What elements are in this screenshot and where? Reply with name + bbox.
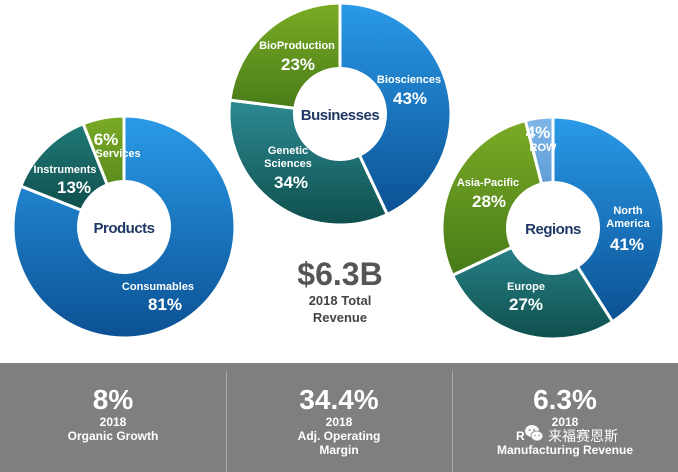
label-genetic-value: 34% xyxy=(274,173,308,192)
kpi-value: 8% xyxy=(92,384,134,415)
label-asia-pacific-name: Asia-Pacific xyxy=(457,177,519,189)
products-donut: Products Consumables 81% Instruments 13%… xyxy=(11,114,237,340)
donut-hole xyxy=(77,180,171,274)
label-north-america-name: North America xyxy=(606,205,650,230)
kpi-label-2: Manufacturing Revenue xyxy=(496,443,634,457)
total-revenue-label-2: Revenue xyxy=(312,310,368,325)
donut-title: Regions xyxy=(525,221,581,238)
kpi-year: 2018 xyxy=(99,415,127,429)
kpi-band: 8% 2018 Organic Growth 34.4% 2018 Adj. O… xyxy=(0,363,678,472)
kpi-value: 34.4% xyxy=(299,384,379,415)
label-bioproduction-value: 23% xyxy=(281,55,315,74)
slice-biosciences xyxy=(338,1,453,217)
donut-charts: Products Consumables 81% Instruments 13%… xyxy=(11,1,666,341)
total-revenue-label-1: 2018 Total xyxy=(308,293,372,308)
label-services-value: 6% xyxy=(94,130,119,149)
label-services-name: Services xyxy=(95,148,140,160)
donut-hole xyxy=(293,67,387,161)
slice-europe xyxy=(450,226,615,341)
label-consumables-value: 81% xyxy=(148,295,182,314)
kpi-year: 2018 xyxy=(551,415,579,429)
kpi-year: 2018 xyxy=(325,415,353,429)
regions-donut: Regions North America 41% Europe 27% Asia… xyxy=(440,115,666,341)
kpi-label-2: Margin xyxy=(319,443,359,457)
label-consumables-name: Consumables xyxy=(122,281,194,293)
donut-title: Businesses xyxy=(301,107,380,124)
label-asia-pacific-value: 28% xyxy=(472,192,506,211)
donut-hole xyxy=(506,181,600,275)
kpi-value: 6.3% xyxy=(533,384,597,415)
total-revenue-value: $6.3B xyxy=(297,256,383,292)
donut-title: Products xyxy=(93,220,154,237)
label-europe-name: Europe xyxy=(507,281,545,293)
kpi-label: Adj. Operating xyxy=(297,429,381,443)
total-revenue: $6.3B 2018 Total Revenue xyxy=(270,256,410,326)
label-europe-value: 27% xyxy=(509,295,543,314)
label-instruments-name: Instruments xyxy=(34,164,97,176)
kpi-label: R xyxy=(516,429,525,443)
businesses-donut: Businesses Biosciences 43% Genetic Scienc… xyxy=(227,1,453,227)
label-instruments-value: 13% xyxy=(57,178,91,197)
kpi-organic-growth: 8% 2018 Organic Growth xyxy=(0,363,226,472)
label-biosciences-name: Biosciences xyxy=(377,74,441,86)
kpi-manufacturing-revenue: 6.3% 2018 R Manufacturing Revenue xyxy=(452,363,678,472)
watermark-text: 来福赛恩斯 xyxy=(548,429,618,445)
kpi-divider xyxy=(226,371,227,472)
kpi-label: Organic Growth xyxy=(67,429,159,443)
label-genetic-name-1: Genetic Sciences xyxy=(264,145,312,170)
wechat-icon xyxy=(525,425,544,442)
label-bioproduction-name: BioProduction xyxy=(259,40,335,52)
label-north-america-value: 41% xyxy=(610,235,644,254)
label-biosciences-value: 43% xyxy=(393,89,427,108)
label-row-value: 4% xyxy=(526,123,551,142)
label-row-name: ROW xyxy=(530,142,558,154)
kpi-operating-margin: 34.4% 2018 Adj. Operating Margin xyxy=(226,363,452,472)
kpi-divider xyxy=(452,371,453,472)
